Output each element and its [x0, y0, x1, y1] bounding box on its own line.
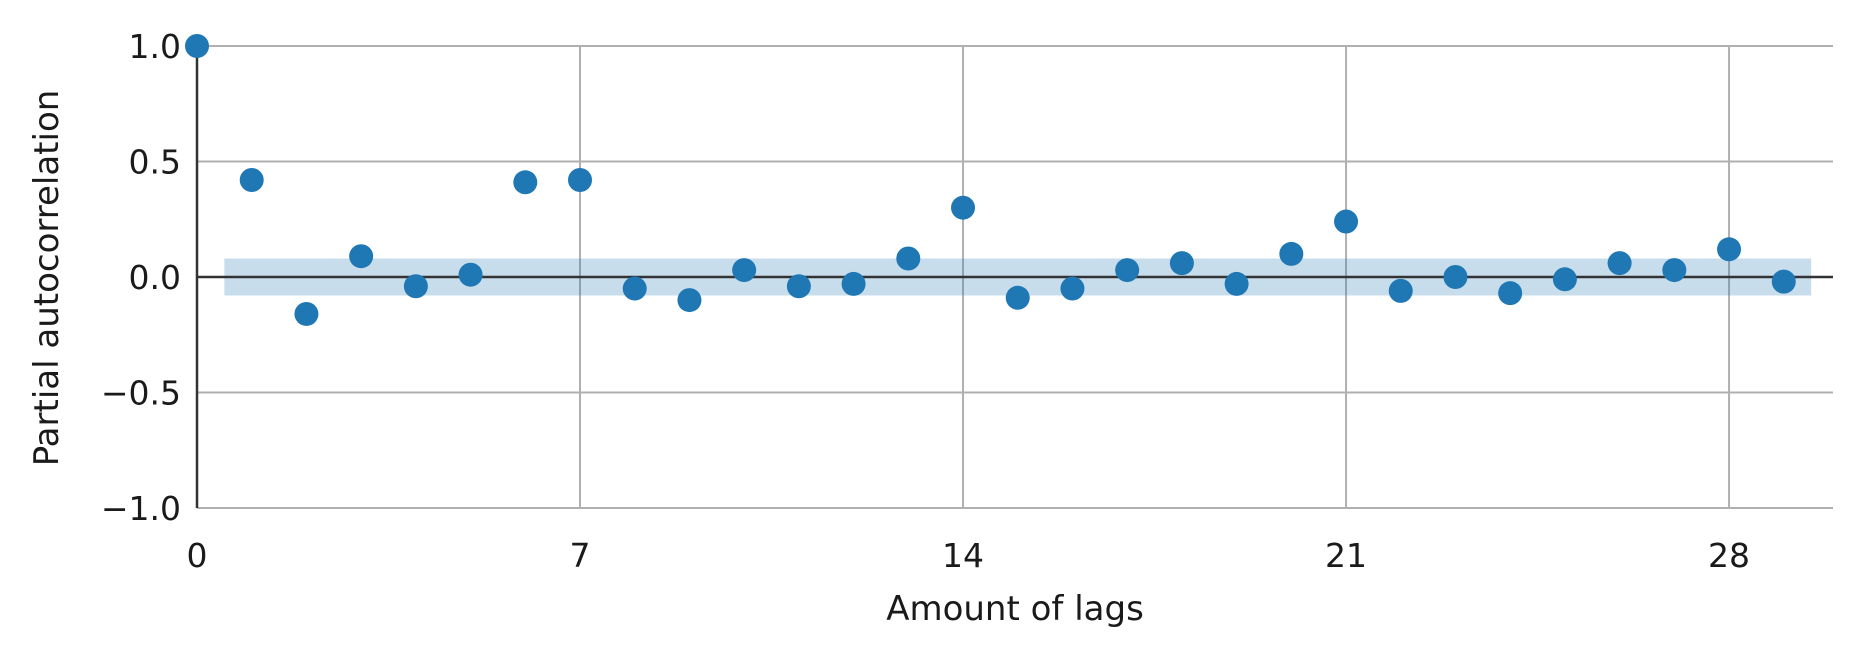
x-tick-label: 7 [570, 536, 591, 575]
data-point [841, 271, 866, 296]
data-point [1443, 265, 1468, 289]
x-tick-label: 28 [1708, 536, 1750, 575]
y-tick-label: 0.0 [129, 258, 181, 297]
data-point [732, 258, 757, 283]
data-points [185, 34, 1796, 326]
data-point [622, 276, 647, 301]
data-point [568, 167, 593, 192]
data-point [349, 244, 374, 269]
y-axis-label: Partial autocorrelation [27, 90, 67, 467]
y-tick-label: 1.0 [129, 27, 181, 66]
x-axis-label: Amount of lags [886, 589, 1144, 629]
y-tick-label: −1.0 [101, 489, 181, 528]
data-point [239, 167, 264, 192]
y-tick-label: 0.5 [129, 143, 181, 182]
data-point [1115, 258, 1140, 283]
x-tick-label: 14 [942, 536, 984, 575]
data-point [677, 288, 702, 313]
data-point [1060, 276, 1085, 301]
data-point [1607, 251, 1632, 276]
data-point [1498, 281, 1523, 306]
data-point [1334, 209, 1359, 234]
x-tick-label: 21 [1325, 536, 1367, 575]
data-point [786, 274, 811, 299]
data-point [458, 262, 483, 287]
data-point [1169, 251, 1194, 276]
x-tick-label: 0 [187, 536, 208, 575]
data-point [1279, 241, 1304, 266]
data-point [403, 274, 428, 299]
tick-labels: 1.0 0.5 0.0 −0.5 −1.00 7 14 21 28 [101, 27, 1750, 575]
data-point [1717, 237, 1742, 262]
data-point [951, 195, 976, 220]
data-point [513, 170, 538, 195]
data-point [1552, 267, 1577, 292]
data-point [1224, 271, 1249, 296]
axes [195, 46, 1833, 508]
data-point [294, 301, 319, 326]
data-point [1005, 285, 1030, 310]
data-point [896, 246, 921, 271]
data-point [1662, 258, 1687, 283]
data-point [1771, 269, 1796, 294]
y-tick-label: −0.5 [101, 374, 181, 413]
data-point [1388, 278, 1413, 303]
data-point [185, 34, 209, 58]
